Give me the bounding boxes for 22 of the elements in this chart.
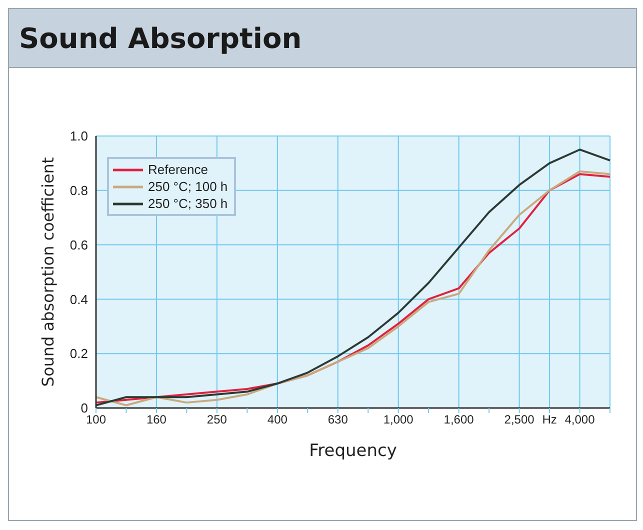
x-tick-label: 1,600 (444, 412, 474, 427)
y-tick-label: 0.4 (70, 292, 88, 307)
y-tick-label: 0 (80, 400, 88, 416)
x-tick-label: Hz (542, 412, 557, 427)
chart-title: Sound Absorption (19, 22, 302, 54)
x-tick-label: 100 (86, 412, 106, 427)
x-tick-label: 630 (328, 412, 348, 427)
x-axis-title: Frequency (309, 441, 397, 461)
y-tick-label: 0.6 (70, 237, 88, 252)
x-tick-label: 4,000 (564, 412, 596, 427)
x-tick-label: 160 (146, 412, 167, 427)
x-tick-label: 1,000 (383, 412, 414, 427)
x-tick-label: 250 (206, 412, 228, 427)
legend-label: Reference (148, 161, 208, 178)
y-tick-label: 0.8 (70, 183, 88, 198)
y-axis-title: Sound absorption coefficient (38, 157, 58, 387)
x-tick-label: 400 (267, 412, 288, 427)
y-tick-label: 1.0 (70, 128, 88, 144)
x-tick-label: 2,500 (504, 412, 535, 427)
legend-label: 250 °C; 350 h (148, 195, 228, 212)
legend-label: 250 °C; 100 h (148, 178, 228, 195)
y-tick-label: 0.2 (70, 346, 88, 362)
